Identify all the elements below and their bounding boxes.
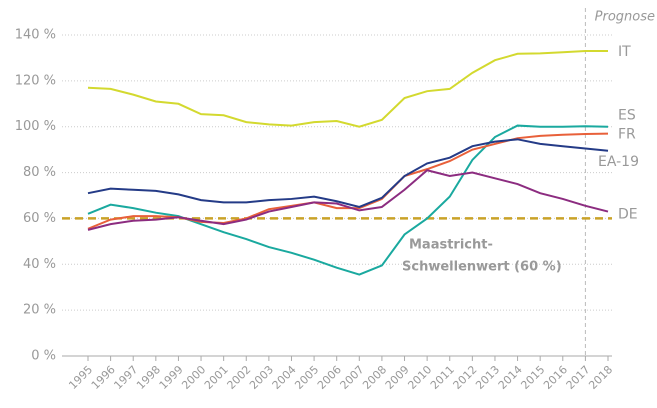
x-tick-label: 2008 [360, 363, 389, 392]
y-tick-label: 80 % [23, 165, 56, 180]
x-tick-label: 2012 [451, 363, 480, 392]
x-tick-label: 2007 [338, 363, 367, 392]
x-tick-label: 2014 [496, 363, 525, 392]
series-label: EA-19 [598, 154, 639, 170]
x-tick-label: 2015 [518, 363, 547, 392]
reference-label: Maastricht- [409, 238, 493, 253]
y-tick-label: 100 % [15, 119, 56, 134]
x-tick-label: 2005 [292, 363, 321, 392]
y-tick-label: 60 % [23, 211, 56, 226]
x-tick-label: 2004 [270, 363, 299, 392]
series-label: DE [618, 207, 638, 223]
x-tick-label: 2000 [179, 363, 208, 392]
y-tick-label: 20 % [23, 303, 56, 318]
x-tick-label: 2003 [247, 363, 276, 392]
x-tick-label: 2002 [225, 363, 254, 392]
x-tick-label: 1995 [66, 363, 95, 392]
series-label: FR [618, 127, 636, 143]
series-line [87, 169, 609, 231]
series-line [87, 138, 609, 209]
x-tick-label: 2017 [564, 363, 593, 392]
series-line [87, 124, 609, 276]
y-tick-label: 140 % [15, 28, 56, 43]
x-tick-label: 2011 [428, 363, 457, 392]
x-tick-label: 2006 [315, 363, 344, 392]
x-tick-label: 2013 [473, 363, 502, 392]
y-tick-label: 0 % [31, 349, 56, 364]
x-tick-label: 2010 [405, 363, 434, 392]
x-tick-label: 1996 [89, 363, 118, 392]
forecast-label: Prognose [595, 10, 655, 25]
series-line [87, 50, 608, 128]
x-tick-label: 2009 [383, 363, 412, 392]
y-tick-label: 40 % [23, 257, 56, 272]
x-tick-label: 1998 [134, 363, 163, 392]
y-tick-label: 120 % [15, 73, 56, 88]
x-tick-label: 1997 [111, 363, 140, 392]
series-label: IT [618, 44, 631, 60]
x-tick-label: 1999 [157, 363, 186, 392]
reference-label: Schwellenwert (60 %) [402, 260, 562, 275]
x-tick-label: 2001 [202, 363, 231, 392]
series-label: ES [618, 108, 636, 124]
x-tick-label: 2016 [541, 363, 570, 392]
x-tick-label: 2018 [586, 363, 615, 392]
